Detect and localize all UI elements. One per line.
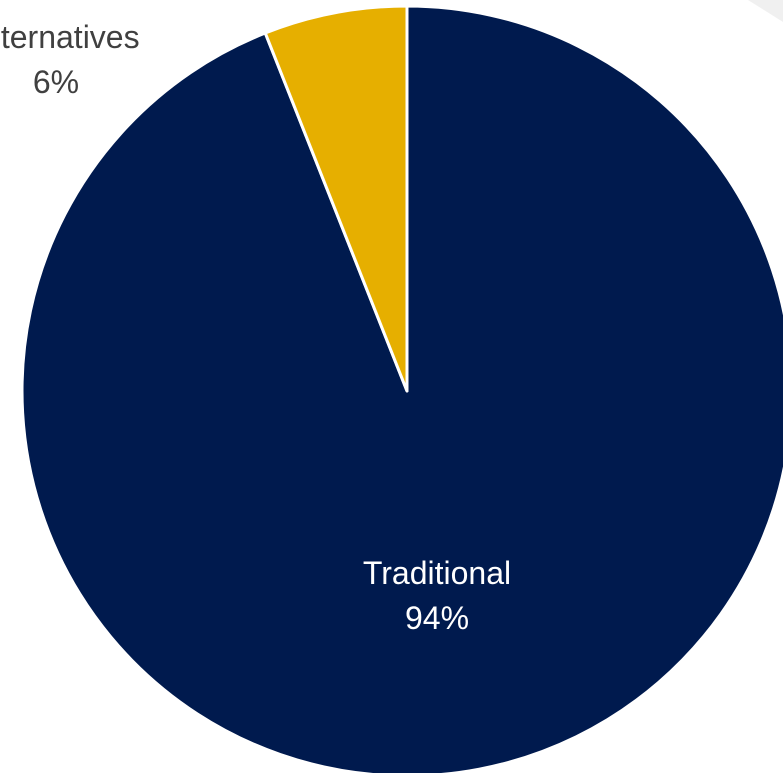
pie-slice-alternatives xyxy=(263,4,409,393)
slice-percent: 6% xyxy=(33,64,79,100)
slice-label-traditional: Traditional 94% xyxy=(363,555,511,636)
pie-labels: Traditional 94% Alternatives 6% xyxy=(0,19,511,636)
slice-percent: 94% xyxy=(405,600,469,636)
slice-label-alternatives: Alternatives 6% xyxy=(0,19,140,100)
slice-name: Traditional xyxy=(363,555,511,591)
pie-slice-traditional xyxy=(20,4,783,773)
corner-decoration xyxy=(748,0,783,22)
slice-name: Alternatives xyxy=(0,19,140,55)
pie-slices xyxy=(20,4,783,773)
